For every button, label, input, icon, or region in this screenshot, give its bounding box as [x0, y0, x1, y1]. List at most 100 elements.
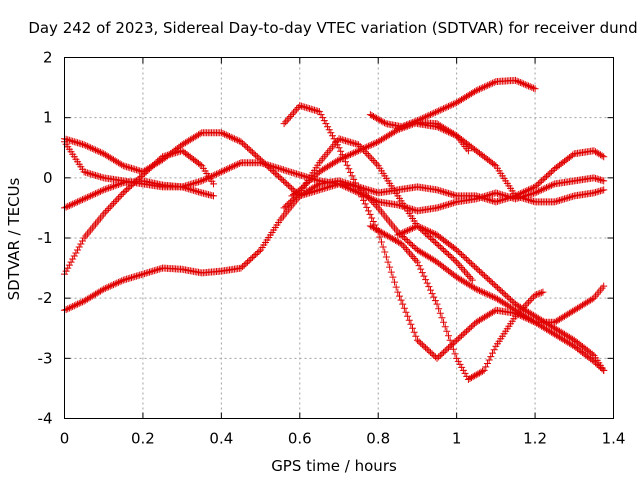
data-point — [389, 273, 397, 281]
data-point — [462, 255, 470, 263]
data-point — [412, 256, 420, 264]
data-point — [392, 127, 400, 135]
data-point — [490, 346, 498, 354]
data-point — [132, 166, 140, 174]
data-point — [401, 244, 409, 252]
data-point — [436, 124, 444, 132]
data-point — [320, 117, 328, 125]
data-point — [379, 243, 387, 251]
data-point — [402, 227, 410, 235]
data-point — [407, 119, 415, 127]
data-point — [431, 108, 439, 116]
data-point — [451, 191, 459, 199]
data-point — [477, 269, 485, 277]
data-point — [310, 106, 318, 114]
data-point — [87, 144, 95, 152]
x-axis-label: GPS time / hours — [271, 457, 397, 475]
data-point — [436, 106, 444, 114]
data-point — [142, 168, 150, 176]
data-point — [600, 153, 608, 161]
data-point — [121, 187, 129, 195]
data-point — [281, 178, 289, 186]
y-tick-label: -3 — [38, 349, 53, 367]
data-point — [502, 195, 510, 203]
data-point — [489, 197, 497, 205]
data-point — [152, 159, 160, 167]
data-point — [283, 116, 291, 124]
data-point — [366, 210, 374, 218]
data-point — [119, 162, 127, 170]
data-point — [294, 170, 302, 178]
data-point — [492, 189, 500, 197]
data-point — [353, 148, 361, 156]
data-point — [261, 160, 269, 168]
data-point — [327, 129, 335, 137]
data-point — [67, 258, 75, 266]
data-point — [361, 200, 369, 208]
data-point — [533, 291, 541, 299]
data-point — [590, 174, 598, 182]
data-point — [92, 171, 100, 179]
data-point — [387, 268, 395, 276]
data-point — [428, 110, 436, 118]
data-point — [446, 342, 454, 350]
data-point — [258, 157, 266, 165]
data-point — [77, 240, 85, 248]
data-point — [477, 368, 485, 376]
data-point — [337, 155, 345, 163]
data-point — [405, 226, 413, 234]
data-point — [113, 196, 121, 204]
data-point — [363, 203, 371, 211]
data-point — [348, 139, 356, 147]
data-point — [523, 300, 531, 308]
data-point — [440, 246, 448, 254]
y-tick-label: 1 — [43, 109, 53, 127]
data-point — [598, 176, 606, 184]
data-point — [278, 165, 286, 173]
data-point — [485, 291, 493, 299]
data-point — [350, 139, 358, 147]
data-point — [479, 288, 487, 296]
data-point — [90, 145, 98, 153]
data-point — [593, 175, 601, 183]
data-point — [498, 288, 506, 296]
data-point — [65, 136, 73, 144]
data-point — [435, 123, 443, 131]
data-point — [592, 174, 600, 182]
data-point — [302, 173, 310, 181]
data-point — [427, 286, 434, 294]
data-point — [490, 293, 498, 301]
data-point — [536, 187, 544, 195]
data-point — [293, 105, 301, 113]
data-point — [78, 196, 86, 204]
data-point — [469, 321, 477, 329]
data-point — [131, 165, 139, 173]
data-point — [539, 288, 547, 296]
data-point — [495, 197, 503, 205]
data-point — [98, 187, 106, 195]
data-point — [83, 169, 91, 177]
data-point — [435, 242, 443, 250]
data-point — [474, 86, 482, 94]
data-point — [435, 305, 443, 313]
data-point — [247, 147, 255, 155]
data-point — [82, 141, 90, 149]
data-point — [487, 292, 495, 300]
data-point — [96, 187, 104, 195]
data-point — [446, 129, 454, 137]
data-point — [361, 192, 369, 200]
data-point — [399, 300, 407, 308]
data-point — [464, 147, 472, 155]
data-point — [345, 165, 353, 173]
data-point — [301, 172, 309, 180]
data-point — [370, 224, 378, 232]
data-point — [105, 184, 113, 192]
series-arc-5 — [61, 138, 218, 200]
data-point — [229, 134, 237, 142]
data-point — [448, 129, 456, 137]
data-point — [293, 170, 301, 178]
data-point — [145, 268, 153, 276]
data-point — [404, 226, 412, 234]
data-point — [430, 109, 438, 117]
data-point — [366, 222, 374, 230]
